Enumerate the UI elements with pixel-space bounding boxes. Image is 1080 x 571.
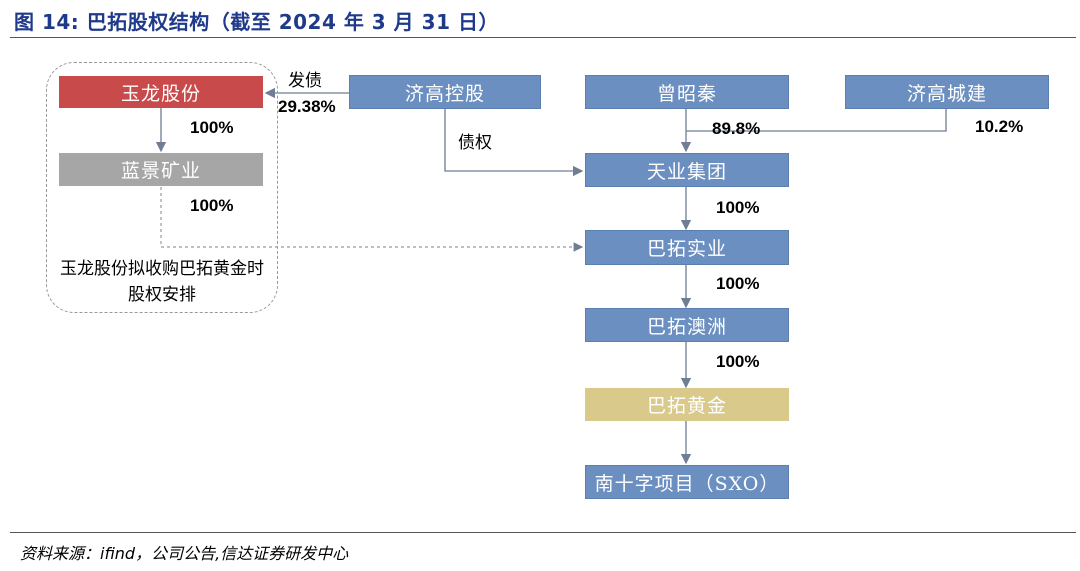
group-note: 玉龙股份拟收购巴拓黄金时股权安排 xyxy=(60,259,264,305)
construction-tianye-line xyxy=(686,108,947,132)
source-note: 资料来源：ifind，公司公告,信达证券研发中心 xyxy=(20,544,349,563)
yulong-lanjing-pct: 100% xyxy=(190,118,234,137)
zeng-tianye-pct: 89.8% xyxy=(712,119,761,138)
jigao-holding-box: 济高控股 xyxy=(349,75,541,109)
debt-arrow xyxy=(444,108,584,177)
bond-issue-pct: 29.38% xyxy=(278,97,336,116)
lanjing-batuo-dashed-arrow xyxy=(160,187,584,252)
batuo-australia-box: 巴拓澳洲 xyxy=(585,308,789,342)
construction-tianye-pct: 10.2% xyxy=(975,117,1024,136)
title-divider xyxy=(10,37,1076,38)
zeng-box: 曾昭秦 xyxy=(585,75,789,109)
australia-gold-pct: 100% xyxy=(716,352,760,371)
batuo-industry-box: 巴拓实业 xyxy=(585,230,789,265)
tianye-batuo-pct: 100% xyxy=(716,198,760,217)
acquisition-group-outline xyxy=(46,62,278,313)
figure-title: 图 14: 巴拓股权结构（截至 2024 年 3 月 31 日） xyxy=(14,10,499,34)
bond-issue-label: 发债 xyxy=(288,71,322,91)
project-box: 南十字项目（SXO） xyxy=(585,465,789,499)
debt-label: 债权 xyxy=(458,133,492,153)
jigao-construction-box: 济高城建 xyxy=(845,75,1049,109)
yulong-box: 玉龙股份 xyxy=(59,76,263,108)
batuo-australia-pct: 100% xyxy=(716,274,760,293)
lanjing-box: 蓝景矿业 xyxy=(59,153,263,186)
lanjing-batuo-pct: 100% xyxy=(190,196,234,215)
batuo-gold-box: 巴拓黄金 xyxy=(585,388,789,421)
tianye-box: 天业集团 xyxy=(585,153,789,187)
footer-divider xyxy=(10,532,1076,533)
